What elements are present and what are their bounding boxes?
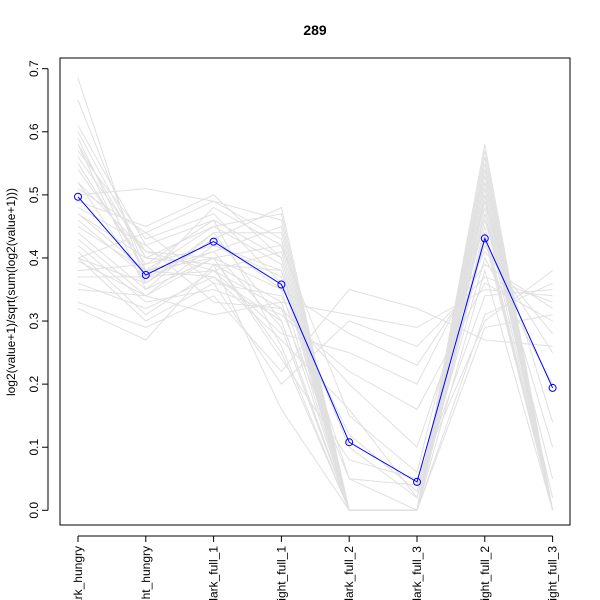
y-tick-label: 0.3 <box>27 312 41 329</box>
y-tick-label: 0.2 <box>27 375 41 392</box>
highlight-series-point <box>74 192 82 201</box>
background-series-line <box>77 199 554 474</box>
background-series-line <box>77 263 553 511</box>
x-axis: dark_hungry light_hungry dark_full_1 light_… <box>71 535 560 600</box>
highlight-series-point <box>413 477 421 486</box>
background-series-line <box>77 238 554 511</box>
highlight-series-point <box>480 234 489 243</box>
highlight-series-line <box>77 196 554 483</box>
plot-frame <box>59 57 571 526</box>
background-series-line <box>77 260 553 328</box>
y-tick-label: 0.7 <box>27 60 41 77</box>
y-tick-label: 0.1 <box>27 439 41 456</box>
x-tick-label: light_full_3 <box>546 546 560 600</box>
y-tick-label: 0.0 <box>27 502 41 519</box>
highlight-series-point <box>345 438 354 447</box>
y-axis-label: log2(value+1)/sqrt(sum(log2(value+1))) <box>4 188 18 396</box>
background-series-line <box>77 257 553 480</box>
y-tick-label: 0.4 <box>27 249 41 266</box>
x-tick-label: light_hungry <box>139 546 153 600</box>
background-series-line <box>77 144 554 511</box>
background-series-line <box>78 270 553 486</box>
background-series-line <box>77 213 554 511</box>
highlight-series-group <box>74 192 557 486</box>
background-series-line <box>77 182 554 511</box>
y-tick-label: 0.6 <box>27 123 41 140</box>
highlight-series-point <box>209 237 218 246</box>
background-series-group <box>77 78 554 512</box>
background-series-line <box>77 250 553 385</box>
x-tick-label: light_full_1 <box>274 546 288 600</box>
highlight-series-point <box>277 280 286 289</box>
y-tick-label: 0.5 <box>27 186 41 203</box>
background-series-line <box>77 207 554 449</box>
background-series-line <box>77 150 554 511</box>
x-tick-label: dark_full_1 <box>207 546 221 600</box>
x-tick-label: dark_hungry <box>71 546 85 600</box>
y-axis: 0.0 0.1 0.2 0.3 0.4 0.5 0.6 0.7 <box>27 60 49 519</box>
chart-title: 289 <box>303 22 327 38</box>
background-series-line <box>77 137 554 511</box>
x-tick-label: light_full_2 <box>478 546 492 600</box>
background-series-line <box>77 219 554 511</box>
x-tick-label: dark_full_3 <box>410 546 424 600</box>
background-series-line <box>77 163 554 511</box>
highlight-series-point <box>548 383 557 392</box>
background-series-line <box>77 144 554 511</box>
background-series-line <box>77 257 553 385</box>
background-series-line <box>77 188 554 493</box>
x-tick-label: dark_full_2 <box>342 546 356 600</box>
highlight-series-point <box>141 271 150 279</box>
